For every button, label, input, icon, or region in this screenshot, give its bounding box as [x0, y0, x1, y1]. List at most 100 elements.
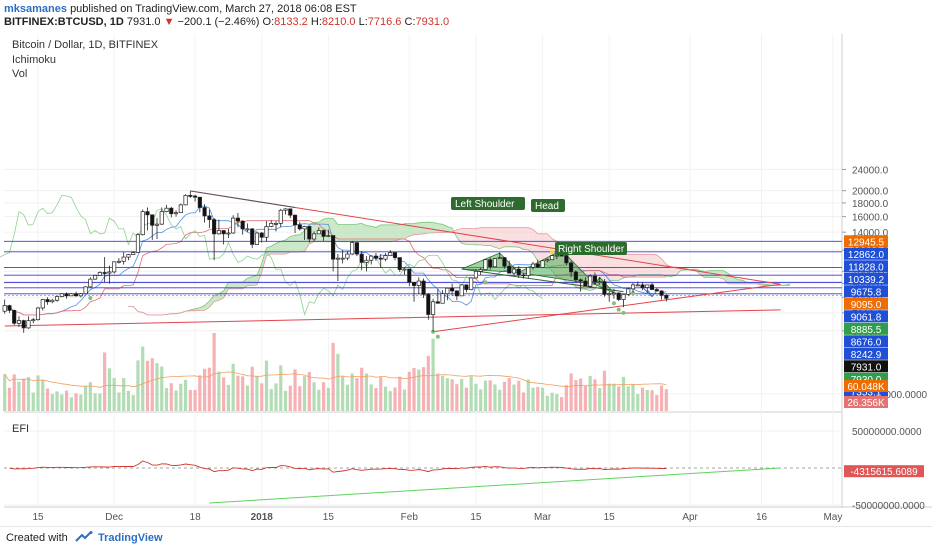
candle-body — [346, 254, 349, 258]
signal-dot — [612, 301, 616, 305]
volume-bar — [403, 390, 406, 411]
price-level-label: 7931.0 — [851, 362, 882, 373]
candle-body — [455, 291, 458, 296]
cloud-segment — [504, 228, 509, 247]
volume-bar — [74, 393, 77, 411]
left-shoulder-callout[interactable]: Left Shoulder — [451, 197, 525, 210]
right-shoulder-callout[interactable]: Right Shoulder — [555, 242, 627, 255]
candle-body — [241, 221, 244, 229]
candle-body — [212, 220, 215, 234]
author-link[interactable]: mksamanes — [4, 3, 67, 15]
candle-body — [103, 272, 106, 273]
candle-body — [8, 306, 11, 311]
price-level-label: 9675.8 — [851, 287, 882, 298]
candle-body — [517, 269, 520, 275]
cloud-segment — [290, 235, 295, 252]
price-labels: 12945.512862.011828.010339.29675.89095.0… — [844, 235, 924, 478]
volume-bar — [346, 385, 349, 411]
candle-body — [198, 197, 201, 207]
volume-bar — [232, 364, 235, 411]
candle-body — [231, 218, 234, 233]
candle-body — [574, 272, 577, 280]
candle-body — [289, 209, 292, 215]
candle-body — [493, 259, 496, 267]
price-chart[interactable]: 24000.020000.018000.016000.014000.012000… — [0, 30, 932, 526]
volume-bar — [208, 368, 211, 411]
volume-bar — [141, 347, 144, 411]
volume-bar — [384, 387, 387, 411]
candle-body — [32, 320, 35, 321]
volume-bar — [436, 373, 439, 411]
volume-bar — [84, 386, 87, 411]
candle-body — [398, 258, 401, 270]
candle-body — [608, 294, 611, 295]
candle-body — [603, 282, 606, 295]
candle-body — [174, 213, 177, 214]
volume-bar — [374, 388, 377, 411]
volume-bar — [60, 395, 63, 411]
ichimoku-legend[interactable]: Ichimoku — [12, 54, 56, 66]
volume-bar — [236, 376, 239, 411]
candle-body — [417, 281, 420, 286]
candle-body — [408, 269, 411, 282]
close-value: 7931.0 — [416, 16, 450, 28]
volume-bar — [531, 388, 534, 411]
efi-tick-label: 50000000.0000 — [852, 427, 922, 438]
candle-body — [650, 285, 653, 290]
cloud-segment — [295, 235, 300, 252]
candle-body — [379, 258, 382, 259]
volume-bar — [284, 391, 287, 411]
candle-body — [646, 285, 649, 288]
candle-body — [508, 266, 511, 273]
volume-bar — [308, 372, 311, 411]
candle-body — [246, 229, 249, 230]
head-callout[interactable]: Head — [531, 199, 565, 212]
volume-bar — [217, 372, 220, 411]
volume-bar — [132, 395, 135, 411]
cloud-segment — [433, 222, 438, 233]
candle-body — [427, 294, 430, 314]
volume-bar — [227, 385, 230, 411]
volume-bar — [489, 380, 492, 411]
candle-body — [117, 261, 120, 262]
candle-body — [403, 269, 406, 270]
candle-body — [441, 294, 444, 304]
efi-pane[interactable] — [4, 416, 842, 506]
low-value: 7716.6 — [368, 16, 402, 28]
candle-body — [151, 215, 154, 225]
tradingview-brand-link[interactable]: TradingView — [98, 532, 163, 544]
volume-bar — [584, 386, 587, 411]
volume-bar — [70, 397, 73, 411]
candle-body — [3, 306, 6, 312]
candle-body — [60, 294, 63, 297]
cloud-segment — [500, 228, 505, 249]
left-shoulder-label: Left Shoulder — [455, 199, 515, 210]
volume-legend[interactable]: Vol — [12, 68, 27, 80]
candle-body — [132, 253, 135, 255]
cloud-segment — [524, 228, 529, 250]
volume-bar — [255, 376, 258, 411]
candle-body — [46, 300, 49, 302]
volume-bar — [189, 390, 192, 411]
candle-body — [336, 258, 339, 259]
volume-bar — [108, 368, 111, 411]
time-tick-label: 15 — [32, 512, 44, 523]
price-tick-label: 16000.0 — [852, 213, 889, 224]
candle-body — [251, 229, 254, 245]
low-label: L: — [359, 16, 368, 28]
candle-body — [450, 288, 453, 291]
open-value: 8133.2 — [274, 16, 308, 28]
volume-bar — [165, 388, 168, 411]
candle-body — [227, 233, 230, 234]
efi-legend[interactable]: EFI — [12, 423, 29, 435]
candle-body — [141, 212, 144, 235]
volume-bar — [51, 394, 54, 411]
footer: Created with TradingView — [0, 526, 932, 551]
candle-body — [255, 233, 258, 244]
candle-body — [17, 321, 20, 324]
candle-body — [617, 293, 620, 299]
candle-body — [498, 258, 501, 259]
symbol-name: BITFINEX:BTCUSD, 1D — [4, 16, 124, 28]
candle-body — [584, 281, 587, 286]
